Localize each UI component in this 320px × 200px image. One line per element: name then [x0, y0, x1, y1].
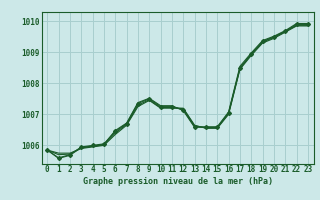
- X-axis label: Graphe pression niveau de la mer (hPa): Graphe pression niveau de la mer (hPa): [83, 177, 273, 186]
